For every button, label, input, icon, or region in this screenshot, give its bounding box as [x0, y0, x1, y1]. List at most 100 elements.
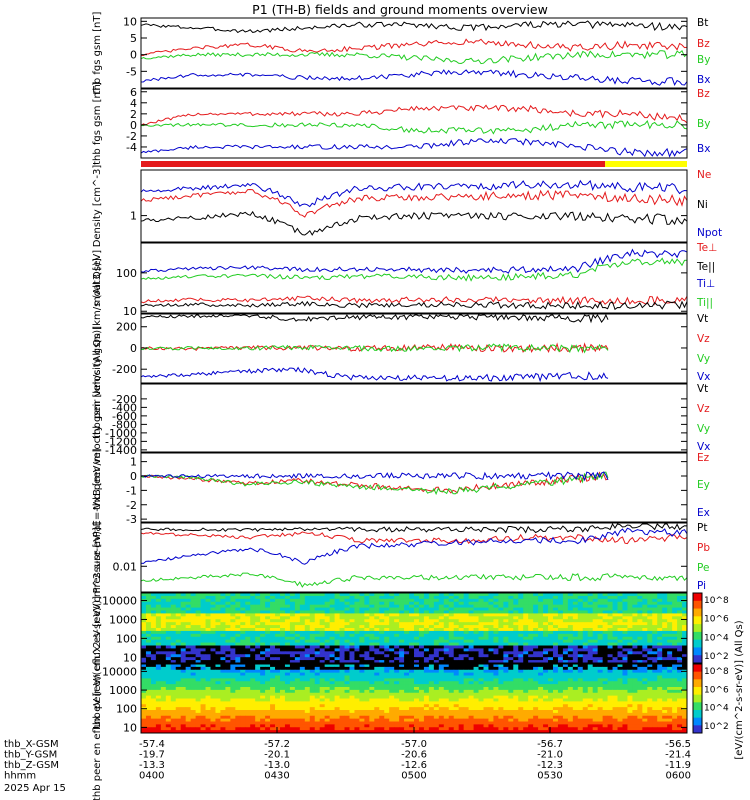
spectrogram-cell [642, 625, 648, 629]
spectrogram-cell [165, 639, 172, 643]
spectrogram-cell [577, 669, 584, 674]
spectrogram-cell [205, 698, 211, 702]
legend-vz: Vz [697, 403, 710, 415]
spectrogram-cell [602, 712, 608, 717]
spectrogram-cell [374, 601, 380, 606]
spectrogram-cell [145, 636, 152, 641]
spectrogram-cell [587, 604, 594, 608]
spectrogram-cell [503, 633, 509, 638]
spectrogram-cell [428, 701, 435, 705]
spectrogram-cell [359, 710, 365, 714]
spectrogram-cell [200, 695, 206, 699]
spectrogram-cell [622, 651, 628, 655]
spectrogram-cell [597, 628, 604, 632]
spectrogram-cell [667, 689, 673, 694]
spectrogram-cell [284, 698, 291, 702]
spectrogram-cell [468, 689, 474, 694]
series-bx [140, 137, 688, 158]
spectrogram-cell [642, 710, 648, 714]
spectrogram-cell [662, 604, 668, 608]
spectrogram-cell [339, 657, 345, 661]
spectrogram-cell [314, 701, 321, 705]
spectrogram-cell [195, 701, 201, 705]
spectrogram-cell [453, 639, 460, 643]
spectrogram-cell [612, 707, 618, 711]
spectrogram-cell [508, 657, 514, 661]
spectrogram-cell [488, 595, 494, 600]
spectrogram-cell [225, 707, 231, 711]
spectrogram-cell [632, 657, 638, 661]
spectrogram-cell [503, 675, 509, 679]
spectrogram-cell [195, 604, 201, 608]
spectrogram-cell [225, 630, 231, 635]
spectrogram-cell [394, 630, 400, 635]
spectrogram-cell [677, 707, 683, 711]
spectrogram-cell [617, 625, 623, 629]
spectrogram-cell [289, 636, 296, 641]
spectrogram-cell [652, 651, 658, 655]
spectrogram-cell [279, 595, 286, 600]
spectrogram-cell [220, 695, 226, 699]
spectrogram-cell [309, 715, 316, 720]
spectrogram-cell [404, 675, 410, 679]
spectrogram-cell [483, 619, 489, 623]
spectrogram-cell [374, 633, 380, 638]
spectrogram-cell [175, 698, 182, 702]
spectrogram-cell [210, 636, 216, 641]
spectrogram-cell [582, 712, 589, 717]
spectrogram-cell [508, 689, 514, 694]
spectrogram-cell [170, 704, 177, 708]
spectrogram-cell [438, 613, 445, 617]
spectrogram-cell [562, 610, 569, 614]
spectrogram-cell [602, 619, 608, 623]
spectrogram-cell [364, 645, 370, 649]
spectrogram-cell [523, 648, 529, 652]
spectrogram-cell [240, 707, 246, 711]
spectrogram-cell [587, 651, 594, 655]
spectrogram-cell [478, 701, 484, 705]
y-axis-label: Pressure [nPa] [92, 522, 103, 594]
spectrogram-cell [538, 678, 544, 682]
spectrogram-cell [592, 593, 599, 597]
spectrogram-cell [190, 639, 196, 643]
spectrogram-cell [165, 645, 172, 649]
spectrogram-cell [448, 712, 455, 717]
spectrogram-cell [443, 698, 450, 702]
spectrogram-cell [299, 651, 306, 655]
spectrogram-cell [652, 687, 658, 691]
spectrogram-cell [478, 681, 484, 685]
spectrogram-cell [265, 715, 271, 720]
spectrogram-cell [652, 695, 658, 699]
spectrogram-cell [354, 715, 360, 720]
spectrogram-cell [672, 613, 678, 617]
spectrogram-cell [612, 692, 618, 697]
spectrogram-cell [190, 601, 196, 606]
spectrogram-cell [647, 672, 653, 676]
spectrogram-cell [612, 710, 618, 714]
spectrogram-cell [344, 710, 350, 714]
spectrogram-cell [314, 654, 321, 658]
spectrogram-cell [160, 598, 167, 603]
spectrogram-cell [150, 707, 157, 711]
spectrogram-cell [562, 695, 569, 699]
spectrogram-cell [418, 692, 425, 697]
spectrogram-cell [319, 701, 326, 705]
spectrogram-cell [582, 604, 589, 608]
spectrogram-cell [170, 613, 177, 617]
spectrogram-cell [175, 689, 182, 694]
spectrogram-cell [468, 681, 474, 685]
spectrogram-cell [284, 654, 291, 658]
spectrogram-cell [160, 642, 167, 646]
spectrogram-cell [404, 695, 410, 699]
spectrogram-cell [582, 704, 589, 708]
spectrogram-cell [230, 639, 236, 643]
legend-bz: Bz [697, 38, 710, 50]
spectrogram-cell [677, 610, 683, 614]
spectrogram-cell [150, 675, 157, 679]
spectrogram-cell [453, 598, 460, 603]
spectrogram-cell [279, 669, 286, 674]
spectrogram-cell [557, 639, 564, 643]
spectrogram-cell [389, 645, 395, 649]
